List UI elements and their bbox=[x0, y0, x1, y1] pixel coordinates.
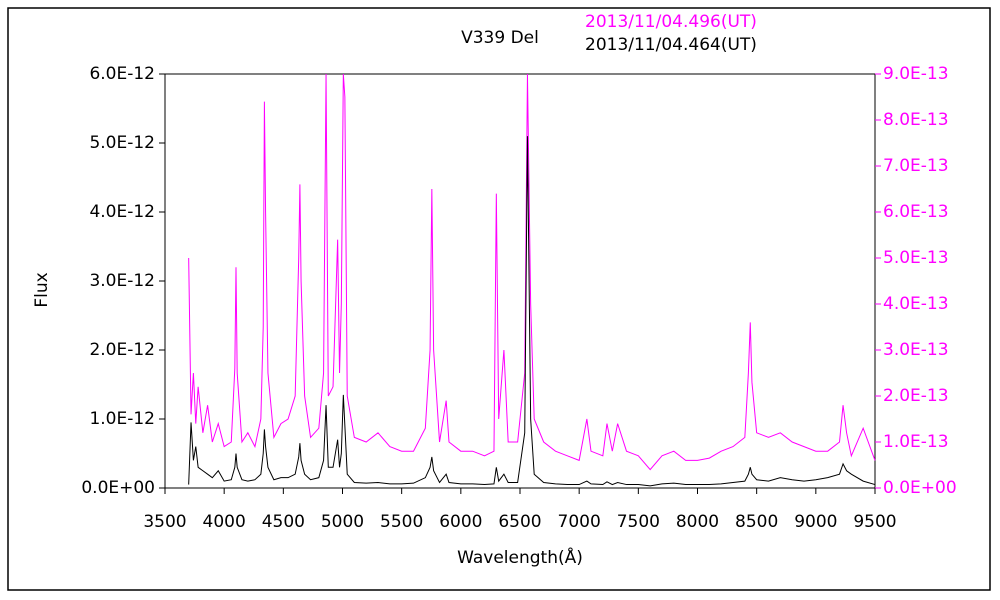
y2-tick-label: 6.0E-13 bbox=[883, 202, 949, 222]
legend-entry: 2013/11/04.464(UT) bbox=[585, 35, 757, 55]
y2-tick-label: 3.0E-13 bbox=[883, 340, 949, 360]
x-tick-label: 7000 bbox=[558, 512, 601, 532]
y2-tick-label: 1.0E-13 bbox=[883, 432, 949, 452]
x-tick-label: 5000 bbox=[321, 512, 364, 532]
legend-entry: 2013/11/04.496(UT) bbox=[585, 12, 757, 32]
y2-tick-label: 2.0E-13 bbox=[883, 386, 949, 406]
x-tick-label: 8000 bbox=[676, 512, 719, 532]
y2-tick-label: 7.0E-13 bbox=[883, 156, 949, 176]
x-tick-label: 9000 bbox=[794, 512, 837, 532]
y-tick-label: 4.0E-12 bbox=[89, 202, 155, 222]
y2-tick-label: 0.0E+00 bbox=[883, 478, 957, 498]
x-tick-label: 6500 bbox=[498, 512, 541, 532]
y2-tick-label: 9.0E-13 bbox=[883, 64, 949, 84]
y-tick-label: 5.0E-12 bbox=[89, 133, 155, 153]
chart-title: V339 Del bbox=[461, 28, 539, 48]
y2-tick-label: 5.0E-13 bbox=[883, 248, 949, 268]
y-axis-label: Flux bbox=[32, 272, 52, 307]
x-tick-label: 8500 bbox=[735, 512, 778, 532]
x-tick-label: 6000 bbox=[439, 512, 482, 532]
x-tick-label: 5500 bbox=[380, 512, 423, 532]
x-tick-label: 4000 bbox=[203, 512, 246, 532]
series-line bbox=[188, 73, 876, 471]
y-tick-label: 3.0E-12 bbox=[89, 271, 155, 291]
series-line bbox=[188, 136, 876, 487]
x-tick-label: 3500 bbox=[143, 512, 186, 532]
y-tick-label: 2.0E-12 bbox=[89, 340, 155, 360]
x-tick-label: 9500 bbox=[853, 512, 896, 532]
y-tick-label: 0.0E+00 bbox=[81, 478, 155, 498]
y-tick-label: 1.0E-12 bbox=[89, 409, 155, 429]
x-tick-label: 4500 bbox=[262, 512, 305, 532]
y-tick-label: 6.0E-12 bbox=[89, 64, 155, 84]
chart-border bbox=[7, 7, 991, 591]
y2-tick-label: 8.0E-13 bbox=[883, 110, 949, 130]
x-tick-label: 7500 bbox=[617, 512, 660, 532]
x-axis-label: Wavelength(Å) bbox=[457, 546, 583, 568]
y2-tick-label: 4.0E-13 bbox=[883, 294, 949, 314]
